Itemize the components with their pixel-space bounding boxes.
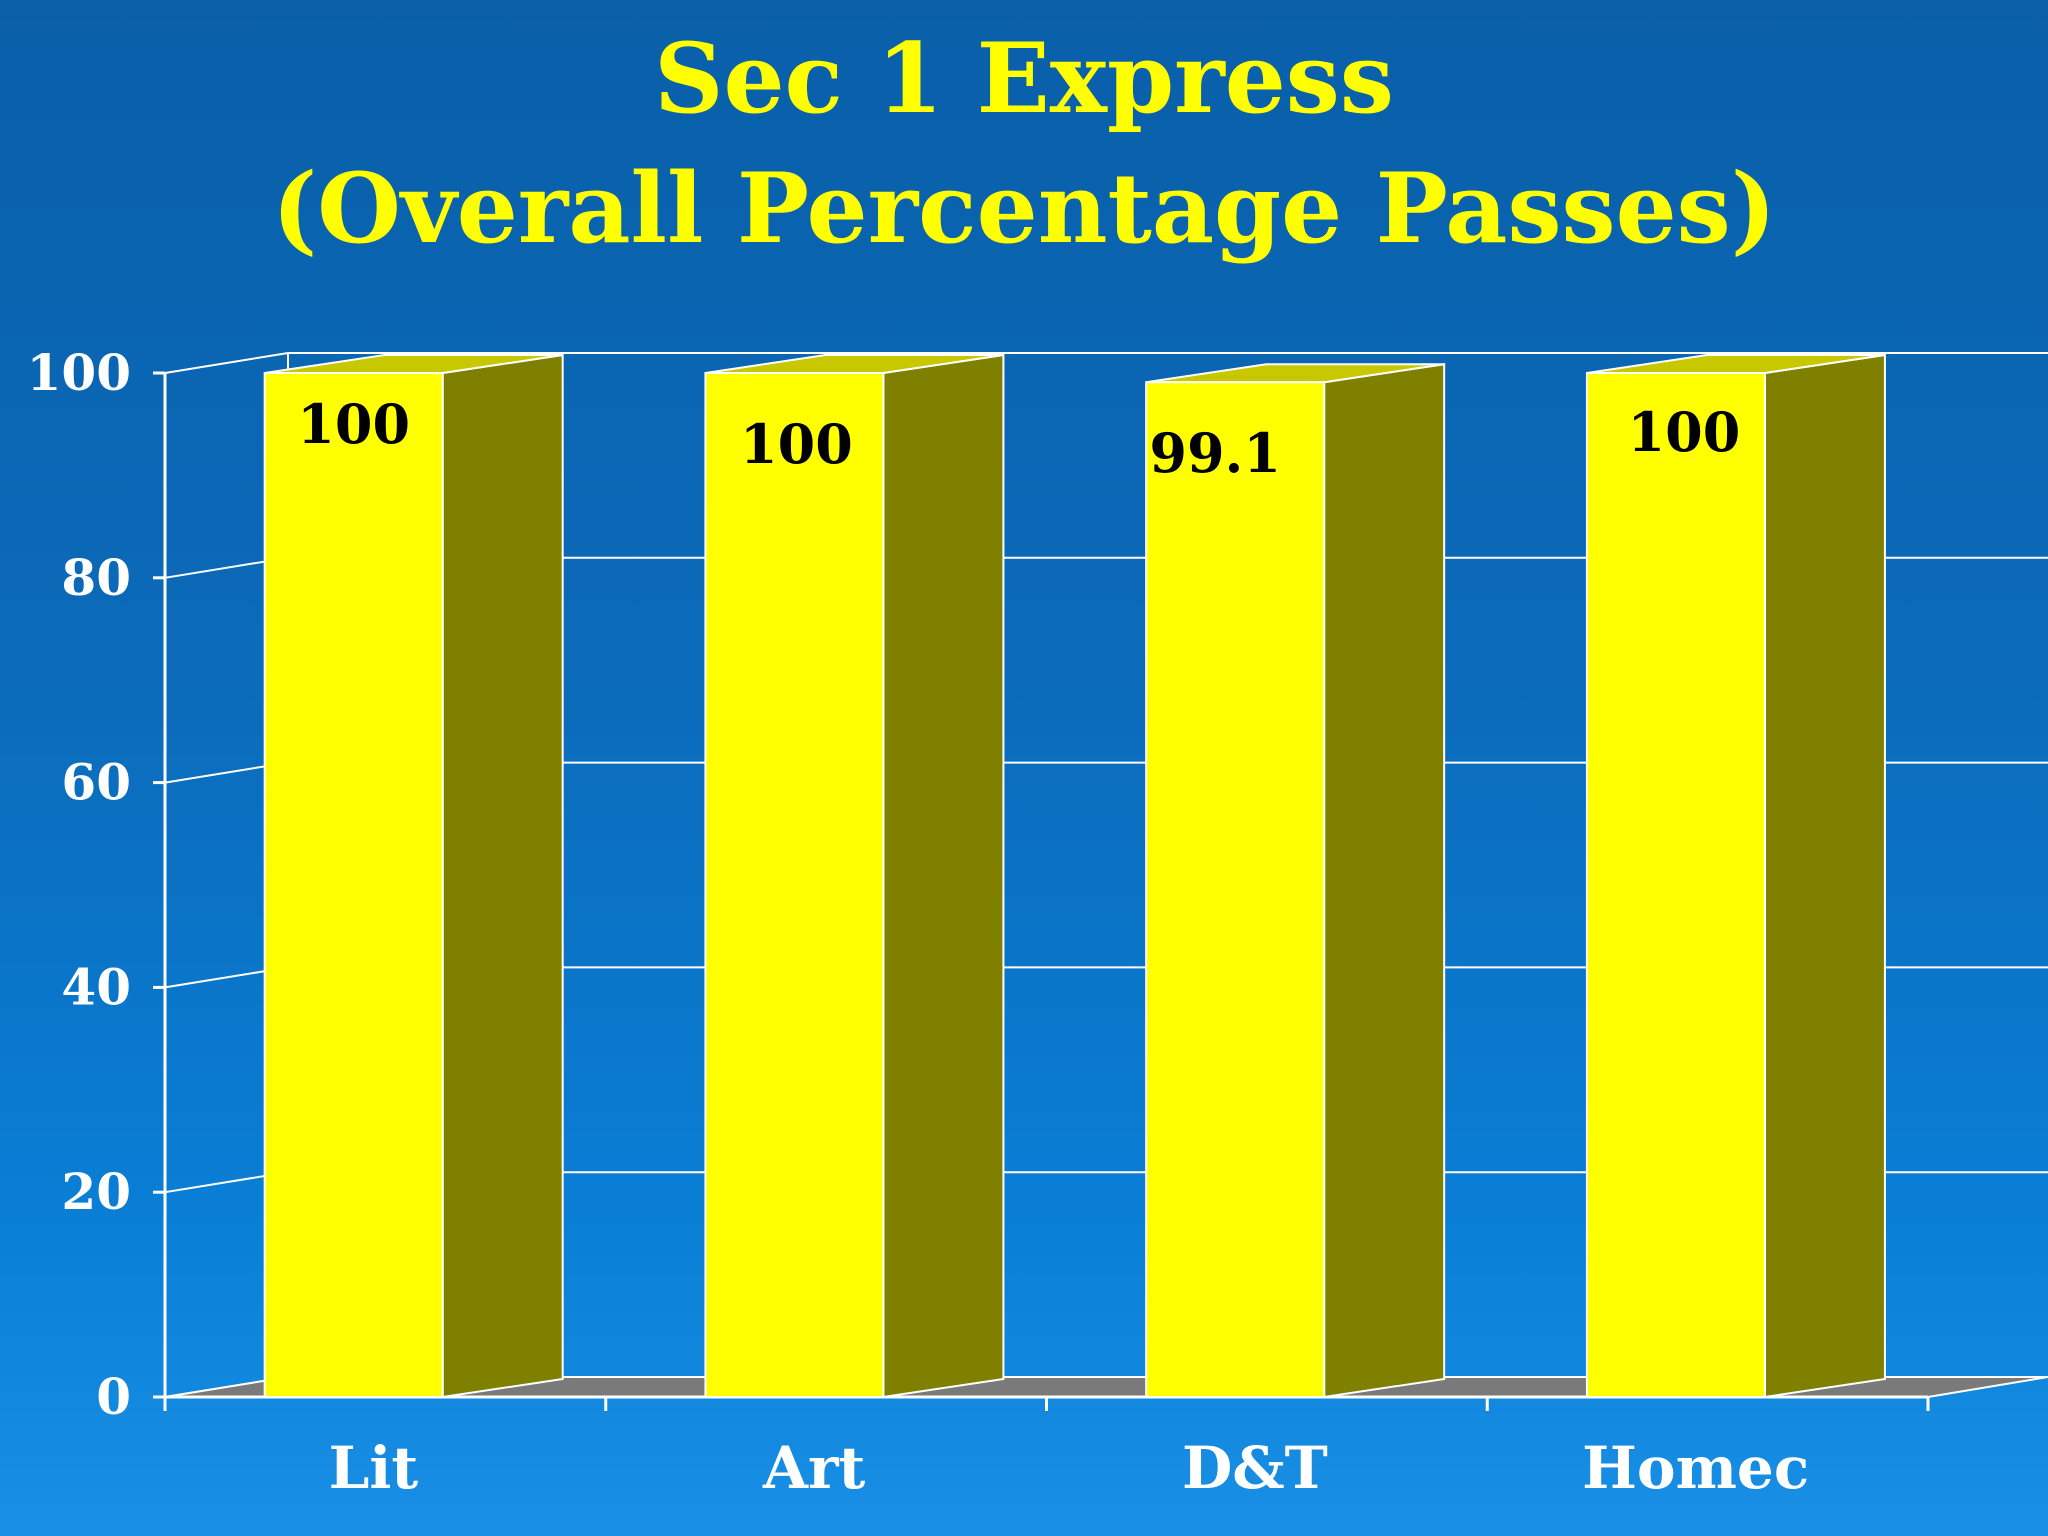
bar-side-Lit	[441, 353, 564, 1399]
x-tick-label: Homec	[1582, 1434, 1809, 1502]
data-label: 100	[740, 412, 853, 476]
bar-Art	[704, 372, 885, 1398]
y-tick-label: 80	[61, 548, 131, 607]
bar-Homec	[1585, 372, 1766, 1398]
chart-bars	[263, 353, 1886, 1399]
bar-side-Art	[882, 353, 1005, 1399]
y-tick-label: 100	[27, 343, 131, 402]
chart-title-line2: (Overall Percentage Passes)	[271, 152, 1777, 265]
data-label: 100	[297, 392, 410, 456]
gridline-wall	[164, 352, 289, 374]
y-tick-label: 20	[61, 1162, 131, 1221]
y-tick-label: 40	[61, 957, 131, 1016]
x-tick-label: D&T	[1182, 1434, 1328, 1502]
data-label: 99.1	[1149, 421, 1281, 485]
x-tick-label: Lit	[329, 1434, 419, 1502]
x-tick-label: Art	[762, 1434, 866, 1502]
bar-side-D&T	[1323, 363, 1446, 1399]
y-tick-label: 0	[96, 1367, 131, 1426]
y-tick-label: 60	[61, 753, 131, 812]
bar-D&T	[1145, 381, 1326, 1398]
data-label: 100	[1628, 400, 1741, 464]
chart-labels: 0 20 40 60 80 100 100 Lit 100 Art 99.1 D&T 100 Homec	[27, 343, 1810, 1502]
chart-title-line1: Sec 1 Express	[654, 22, 1394, 135]
bar-side-Homec	[1763, 353, 1886, 1399]
bar-Lit	[263, 372, 444, 1398]
